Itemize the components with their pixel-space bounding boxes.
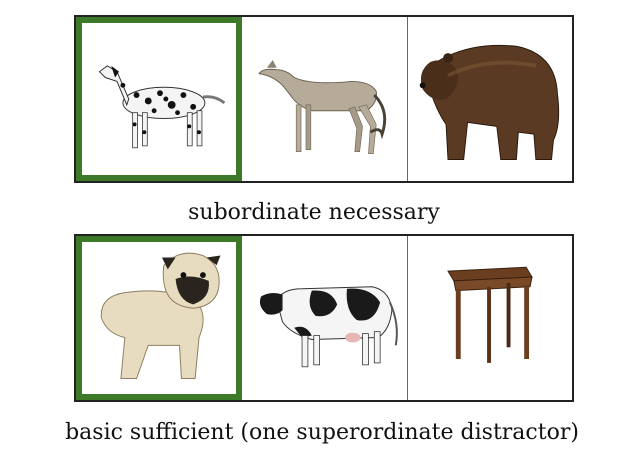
row-2-caption: basic sufficient (one superordinate dist…: [65, 420, 579, 445]
panel-1-cell-3: [408, 17, 572, 181]
pug-icon: [100, 252, 221, 380]
dalmatian-icon: [98, 65, 226, 149]
panel-1-cell-2: [242, 17, 408, 181]
table-icon: [447, 266, 533, 363]
greyhound-icon: [258, 59, 387, 154]
bear-icon: [419, 44, 560, 161]
target-highlight-1: [76, 17, 242, 181]
panel-2-cell-1: [76, 236, 242, 400]
target-highlight-2: [76, 236, 242, 400]
panel-2-cell-3: [408, 236, 572, 400]
image-panel-2: [74, 234, 574, 402]
row-1-caption: subordinate necessary: [188, 200, 440, 225]
cow-icon: [259, 286, 398, 368]
panel-1-cell-1: [76, 17, 242, 181]
image-panel-1: [74, 15, 574, 183]
panel-2-cell-2: [242, 236, 408, 400]
